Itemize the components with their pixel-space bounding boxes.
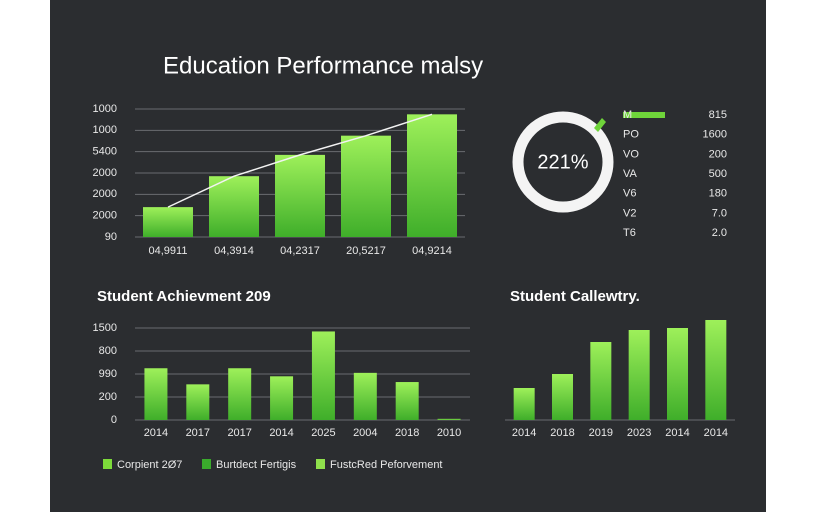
row-value: 180 (709, 188, 727, 200)
row-value: 1600 (703, 129, 727, 141)
y-tick-label: 800 (99, 345, 117, 357)
bar (552, 374, 573, 420)
row-value: 200 (709, 148, 727, 160)
bar (353, 372, 377, 420)
x-tick-label: 2014 (704, 427, 728, 439)
x-tick-label: 04,9911 (149, 245, 188, 257)
x-tick-label: 2017 (227, 427, 251, 439)
y-tick-label: 5400 (93, 146, 117, 158)
row-label: VO (623, 148, 639, 160)
donut-ring (512, 111, 614, 213)
y-tick-label: 1000 (93, 124, 117, 136)
bar (144, 368, 168, 420)
bar (228, 368, 252, 420)
x-tick-label: 04,3914 (214, 245, 254, 257)
bar (209, 176, 259, 237)
x-tick-label: 2025 (311, 427, 335, 439)
y-tick-label: 200 (99, 391, 117, 403)
legend-label: Burtdect Fertigis (216, 459, 297, 471)
legend-swatch (103, 459, 112, 469)
donut-accent (594, 118, 606, 132)
x-tick-label: 2014 (512, 427, 536, 439)
row-value: 2.0 (712, 227, 727, 239)
x-tick-label: 2014 (144, 427, 168, 439)
bar (705, 320, 727, 420)
x-tick-label: 2019 (589, 427, 613, 439)
legend-swatch (316, 459, 325, 469)
panel (50, 0, 766, 512)
chart-title: Student Callewtry. (510, 288, 640, 305)
bar (590, 342, 612, 420)
x-tick-label: 2014 (665, 427, 689, 439)
bar (275, 154, 325, 237)
legend-label: FustcRed Peforvement (330, 459, 443, 471)
x-tick-label: 2014 (269, 427, 293, 439)
x-tick-label: 2004 (353, 427, 377, 439)
row-value: 815 (709, 109, 727, 121)
bar (407, 114, 457, 237)
bar (437, 418, 461, 420)
row-value: 500 (709, 168, 727, 180)
row-label: PO (623, 129, 639, 141)
row-highlight (623, 112, 665, 118)
x-tick-label: 2023 (627, 427, 651, 439)
legend-label: Corpient 2Ø7 (117, 459, 182, 471)
row-label: M (623, 109, 632, 121)
bar (186, 384, 210, 420)
y-tick-label: 990 (99, 368, 117, 380)
y-tick-label: 2000 (93, 210, 117, 222)
y-tick-label: 90 (105, 231, 117, 243)
row-label: V6 (623, 188, 636, 200)
row-label: VA (623, 168, 638, 180)
x-tick-label: 04,9214 (412, 245, 452, 257)
trend-line (167, 113, 433, 208)
chart-title: Student Achievment 209 (97, 288, 271, 305)
legend-swatch (202, 459, 211, 469)
y-tick-label: 0 (111, 414, 117, 426)
donut-label: 221% (537, 151, 588, 173)
x-tick-label: 20,5217 (346, 245, 386, 257)
y-tick-label: 2000 (93, 167, 117, 179)
row-label: T6 (623, 227, 636, 239)
y-tick-label: 1000 (93, 103, 117, 115)
x-tick-label: 04,2317 (280, 245, 320, 257)
bar (341, 135, 391, 237)
bar (667, 328, 688, 420)
row-value: 7.0 (712, 207, 727, 219)
x-tick-label: 2017 (186, 427, 210, 439)
bar (143, 207, 193, 237)
bar (513, 388, 535, 420)
row-label: V2 (623, 207, 636, 219)
bar (270, 376, 294, 420)
bar (628, 330, 650, 420)
title: Education Performance malsy (163, 52, 483, 79)
bar (311, 331, 335, 420)
x-tick-label: 2018 (550, 427, 574, 439)
bar (395, 382, 419, 420)
x-tick-label: 2018 (395, 427, 419, 439)
x-tick-label: 2010 (437, 427, 461, 439)
y-tick-label: 1500 (93, 322, 117, 334)
y-tick-label: 2000 (93, 188, 117, 200)
